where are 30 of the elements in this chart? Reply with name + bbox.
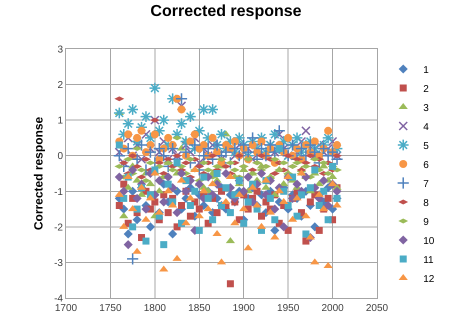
y-tick-label: 1 — [57, 116, 64, 127]
x-tick-label: 1900 — [232, 303, 256, 314]
y-tick-label: 3 — [57, 44, 64, 56]
y-tick-label: -4 — [54, 294, 64, 304]
y-tick-label: 0 — [57, 151, 64, 162]
legend-label: 1 — [423, 64, 430, 76]
legend-label: 6 — [423, 160, 430, 171]
y-tick-label: -3 — [54, 258, 64, 269]
x-tick-label: 2050 — [366, 303, 389, 314]
x-tick-label: 1700 — [54, 303, 78, 314]
y-axis-title: Corrected response — [31, 116, 46, 230]
legend-label: 4 — [423, 122, 430, 133]
legend-label: 8 — [423, 198, 430, 209]
x-tick-label: 1800 — [144, 303, 166, 314]
legend-label: 5 — [423, 140, 430, 152]
y-tick-label: -1 — [54, 186, 64, 198]
legend-label: 11 — [423, 254, 434, 266]
chart-title: Corrected response — [150, 3, 302, 20]
legend-label: 2 — [423, 84, 430, 95]
legend-label: 7 — [423, 178, 430, 190]
x-tick-label: 2000 — [321, 303, 344, 314]
x-tick-label: 1850 — [188, 303, 211, 314]
y-tick-label: -2 — [54, 222, 64, 234]
x-tick-label: 1950 — [277, 303, 300, 314]
legend-label: 9 — [423, 216, 430, 228]
legend-label: 10 — [423, 236, 435, 247]
x-tick-label: 1750 — [99, 303, 122, 314]
legend-label: 3 — [423, 102, 430, 114]
legend-label: 12 — [423, 274, 435, 285]
y-tick-label: 2 — [57, 80, 64, 92]
